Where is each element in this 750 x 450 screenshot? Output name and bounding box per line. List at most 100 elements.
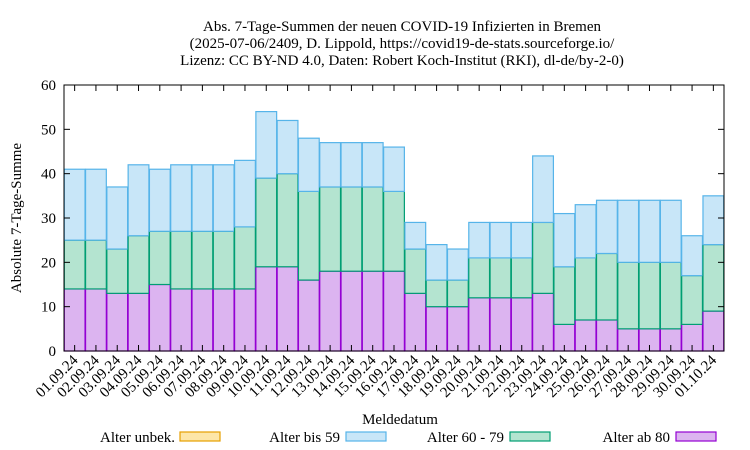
- bar-segment-alter-ab-80-12.09.24: [297, 279, 320, 352]
- bar-segment-alter-ab-80-17.09.24: [404, 292, 427, 352]
- bar-segment-alter-60-79-30.09.24: [681, 275, 704, 326]
- bar-segment-alter-bis-59-03.09.24: [106, 186, 129, 250]
- bar-segment-alter-bis-59-26.09.24: [595, 199, 618, 255]
- bar-segment-alter-60-79-15.09.24: [361, 186, 384, 272]
- y-tick-label: 40: [41, 167, 56, 183]
- legend-swatch: [345, 431, 387, 442]
- bar-segment-alter-60-79-17.09.24: [404, 248, 427, 294]
- bar-segment-alter-ab-80-10.09.24: [255, 266, 278, 352]
- bar-segment-alter-60-79-16.09.24: [383, 190, 405, 272]
- bar-segment-alter-bis-59-14.09.24: [340, 142, 363, 188]
- bar-segment-alter-bis-59-19.09.24: [446, 248, 469, 281]
- bar-segment-alter-ab-80-11.09.24: [276, 266, 299, 352]
- bars-layer: [63, 110, 725, 352]
- bar-segment-alter-bis-59-27.09.24: [617, 199, 640, 263]
- bar-segment-alter-bis-59-15.09.24: [361, 142, 384, 188]
- bar-segment-alter-60-79-07.09.24: [191, 230, 214, 290]
- bar-segment-alter-ab-80-13.09.24: [319, 270, 342, 352]
- bar-segment-alter-60-79-12.09.24: [297, 190, 320, 281]
- bar-segment-alter-60-79-14.09.24: [340, 186, 363, 272]
- bar-segment-alter-ab-80-09.09.24: [233, 288, 256, 352]
- bar-segment-alter-bis-59-22.09.24: [510, 221, 533, 259]
- bar-segment-alter-60-79-26.09.24: [595, 252, 618, 321]
- bar-segment-alter-ab-80-16.09.24: [383, 270, 405, 352]
- bar-segment-alter-60-79-03.09.24: [106, 248, 129, 294]
- bar-segment-alter-60-79-06.09.24: [170, 230, 193, 290]
- bar-segment-alter-bis-59-17.09.24: [404, 221, 427, 250]
- bar-segment-alter-bis-59-10.09.24: [255, 110, 278, 179]
- bar-segment-alter-ab-80-07.09.24: [191, 288, 214, 352]
- bar-segment-alter-ab-80-19.09.24: [446, 306, 469, 352]
- bar-segment-alter-60-79-24.09.24: [553, 266, 576, 325]
- bar-segment-alter-bis-59-20.09.24: [468, 221, 491, 259]
- bar-segment-alter-ab-80-08.09.24: [212, 288, 235, 352]
- bar-segment-alter-ab-80-03.09.24: [106, 292, 129, 352]
- bar-segment-alter-bis-59-01.10.24: [702, 195, 725, 246]
- bar-segment-alter-bis-59-09.09.24: [233, 159, 256, 228]
- bar-segment-alter-bis-59-23.09.24: [532, 155, 555, 224]
- bar-segment-alter-60-79-23.09.24: [532, 221, 555, 294]
- bar-segment-alter-60-79-27.09.24: [617, 261, 640, 330]
- bar-segment-alter-ab-80-04.09.24: [127, 292, 150, 352]
- bar-segment-alter-ab-80-06.09.24: [170, 288, 193, 352]
- bar-segment-alter-60-79-25.09.24: [574, 257, 597, 321]
- y-tick-label: 50: [41, 122, 56, 138]
- bar-segment-alter-60-79-22.09.24: [510, 257, 533, 299]
- bar-segment-alter-60-79-13.09.24: [319, 186, 342, 272]
- bar-segment-alter-ab-80-15.09.24: [361, 270, 384, 352]
- bar-segment-alter-bis-59-29.09.24: [659, 199, 682, 263]
- bar-segment-alter-ab-80-02.09.24: [84, 288, 107, 352]
- x-axis-label: Meldedatum: [362, 412, 438, 428]
- bar-segment-alter-60-79-08.09.24: [212, 230, 235, 290]
- bar-segment-alter-ab-80-18.09.24: [425, 306, 448, 352]
- bar-segment-alter-bis-59-06.09.24: [170, 164, 193, 232]
- legend-label: Alter bis 59: [269, 430, 340, 446]
- bar-segment-alter-60-79-20.09.24: [468, 257, 491, 299]
- legend: Alter unbek. Alter bis 59 Alter 60 - 79 Alt…: [100, 430, 717, 446]
- bar-segment-alter-ab-80-22.09.24: [510, 297, 533, 352]
- y-tick-label: 10: [41, 300, 56, 316]
- legend-label: Alter 60 - 79: [427, 430, 504, 446]
- chart-title: Abs. 7-Tage-Summen der neuen COVID-19 In…: [180, 19, 624, 69]
- bar-segment-alter-bis-59-08.09.24: [212, 164, 235, 232]
- legend-swatch: [509, 431, 551, 442]
- bar-segment-alter-60-79-11.09.24: [276, 173, 299, 268]
- legend-swatch: [675, 431, 717, 442]
- y-tick-label: 30: [41, 211, 56, 227]
- bar-segment-alter-ab-80-21.09.24: [489, 297, 512, 352]
- bar-segment-alter-bis-59-12.09.24: [297, 137, 320, 192]
- bar-segment-alter-60-79-01.10.24: [702, 244, 725, 312]
- bar-segment-alter-bis-59-18.09.24: [425, 244, 448, 281]
- bar-segment-alter-bis-59-07.09.24: [191, 164, 214, 232]
- bar-segment-alter-60-79-01.09.24: [63, 239, 86, 290]
- bar-segment-alter-bis-59-05.09.24: [148, 168, 171, 232]
- legend-swatch: [179, 431, 221, 442]
- bar-segment-alter-60-79-29.09.24: [659, 261, 682, 330]
- bar-segment-alter-ab-80-01.09.24: [63, 288, 86, 352]
- legend-label: Alter unbek.: [100, 430, 175, 446]
- bar-segment-alter-ab-80-20.09.24: [468, 297, 491, 352]
- y-tick-label: 60: [41, 78, 56, 94]
- y-tick-label: 20: [41, 255, 56, 271]
- bar-segment-alter-bis-59-13.09.24: [319, 142, 342, 188]
- bar-segment-alter-ab-80-14.09.24: [340, 270, 363, 352]
- bar-segment-alter-ab-80-05.09.24: [148, 283, 171, 352]
- legend-label: Alter ab 80: [603, 430, 670, 446]
- bar-segment-alter-60-79-28.09.24: [638, 261, 661, 330]
- bar-segment-alter-ab-80-23.09.24: [532, 292, 555, 352]
- chart-title-line-2: (2025-07-06/2409, D. Lippold, https://co…: [190, 36, 615, 52]
- bar-segment-alter-bis-59-21.09.24: [489, 221, 512, 259]
- chart-title-line-3: Lizenz: CC BY-ND 4.0, Daten: Robert Koch…: [180, 53, 624, 69]
- bar-segment-alter-60-79-02.09.24: [84, 239, 107, 290]
- y-axis-label: Absolute 7-Tage-Summe: [9, 143, 25, 294]
- bar-segment-alter-60-79-21.09.24: [489, 257, 512, 299]
- bar-segment-alter-bis-59-30.09.24: [681, 235, 704, 277]
- bar-segment-alter-bis-59-04.09.24: [127, 164, 150, 237]
- bar-segment-alter-60-79-05.09.24: [148, 230, 171, 286]
- bar-segment-alter-60-79-04.09.24: [127, 235, 150, 294]
- bar-segment-alter-60-79-18.09.24: [425, 279, 448, 308]
- bar-segment-alter-bis-59-16.09.24: [383, 146, 405, 193]
- chart-title-line-1: Abs. 7-Tage-Summen der neuen COVID-19 In…: [203, 19, 601, 35]
- bar-segment-alter-60-79-09.09.24: [233, 226, 256, 290]
